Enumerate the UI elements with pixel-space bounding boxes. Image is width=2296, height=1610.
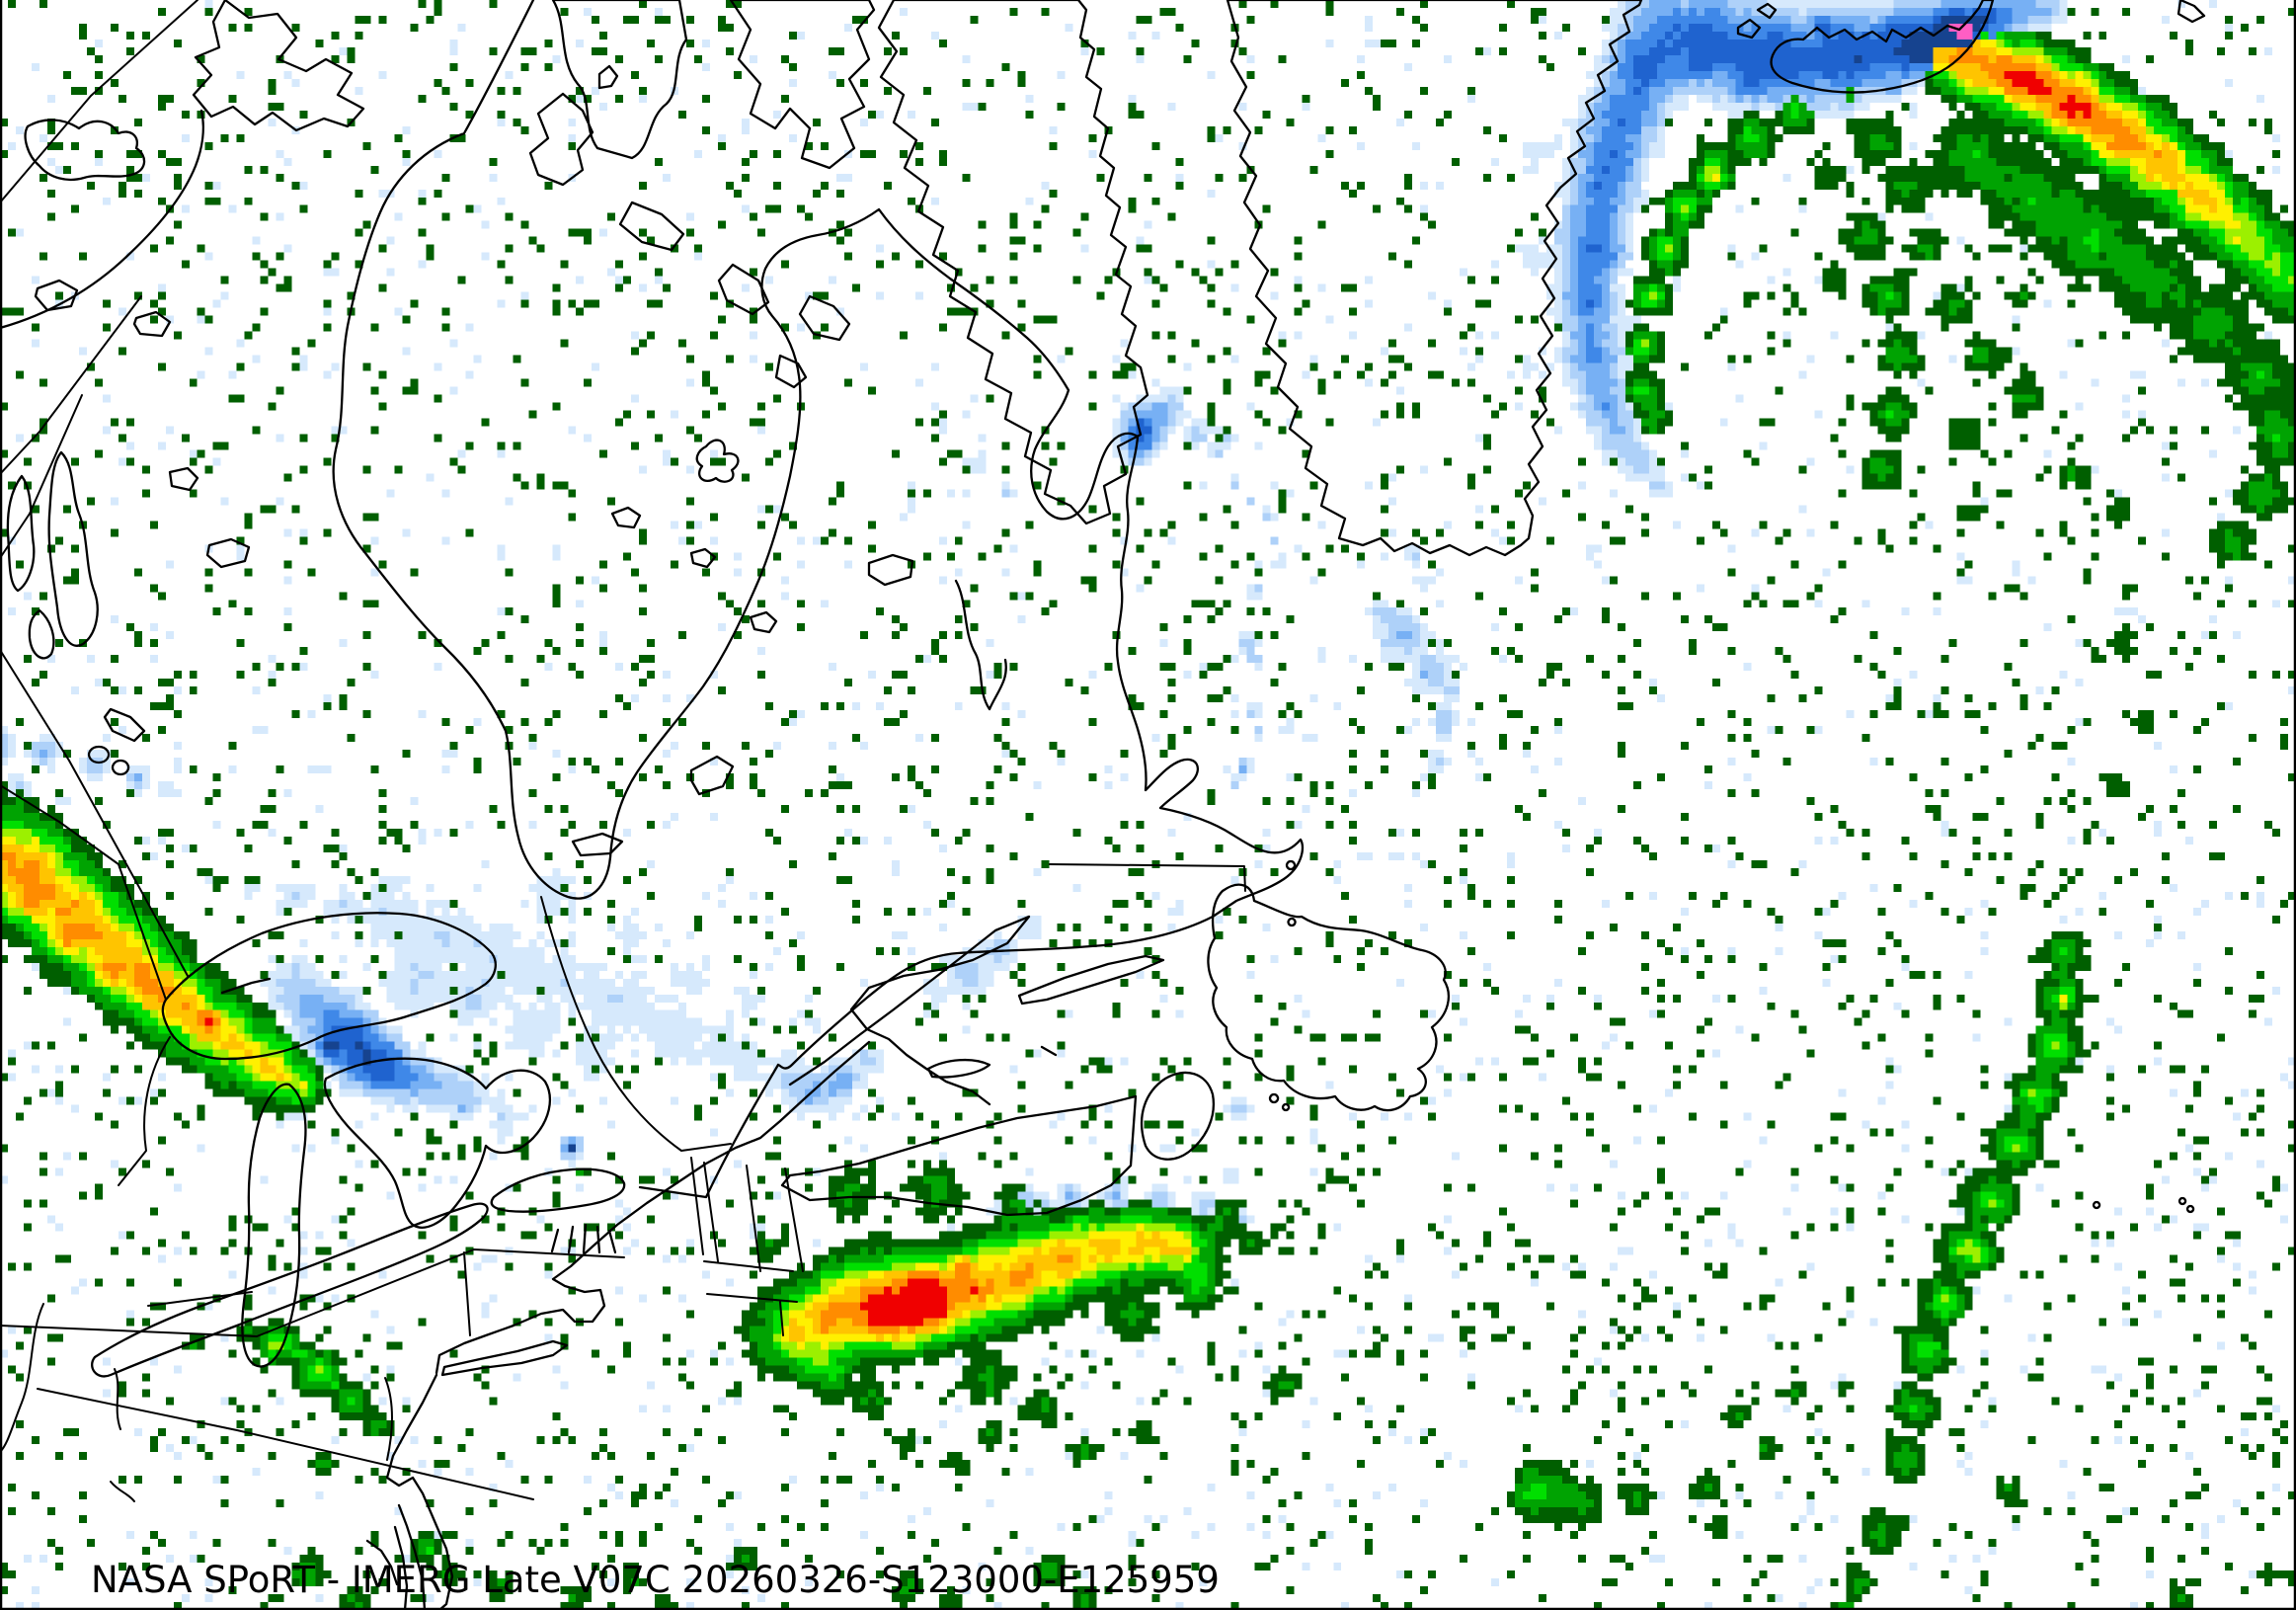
prince-edward-island: [926, 1058, 991, 1079]
iceland-coast: [1736, 0, 2206, 94]
arctic-islands-coast: [192, 0, 365, 132]
lake-huron: [323, 1057, 552, 1229]
southampton-island-coast: [528, 92, 594, 187]
ny-pa-border: [0, 1248, 625, 1337]
hudson-bay-labrador-coast: [332, 0, 1305, 1070]
cape-breton-coast: [1140, 1071, 1215, 1161]
territory-border: [0, 0, 198, 203]
parallel-line: [0, 0, 1539, 463]
lake-manitoba: [28, 608, 55, 660]
small-lakes: [24, 119, 251, 776]
mason-dixon-border: [37, 1388, 534, 1500]
province-border: [0, 394, 83, 559]
chesapeake-bay-coast: [365, 1503, 427, 1610]
parallel-line: [0, 0, 1878, 727]
parallel-line: [1679, 1322, 2296, 1610]
baffin-region-coast: [551, 0, 688, 160]
delaware-river-border: [384, 1377, 393, 1461]
long-island-coast: [440, 1339, 569, 1377]
manitoba-ontario-border: [0, 649, 189, 977]
newfoundland-coast: [1207, 883, 1450, 1112]
anticosti-island: [1017, 954, 1165, 1006]
ungava-rivers: [954, 579, 1007, 711]
belcher-islands: [695, 439, 740, 483]
quebec-lakes: [610, 506, 914, 796]
island-coast: [597, 64, 619, 90]
meridian-line: [1507, 0, 1916, 1610]
nj-delmarva-coast: [385, 1373, 454, 1610]
baffin-region-coast: [729, 0, 876, 170]
lake-superior: [161, 912, 497, 1061]
foxe-islands-coast: [774, 294, 851, 389]
territory-border: [0, 295, 142, 475]
borders: [0, 0, 1246, 1502]
fundy-maine-coast: [435, 1040, 871, 1375]
mainland-coast: [0, 109, 204, 330]
lake-erie: [91, 1202, 489, 1378]
nova-scotia-coast: [780, 1094, 1138, 1217]
mansel-island-coast: [717, 263, 770, 316]
caption-text: NASA SPoRT - IMERG Late V07C 20260326-S1…: [91, 1559, 1220, 1601]
finger-lakes: [550, 1223, 617, 1254]
lake-winnipegosis: [6, 474, 36, 593]
us-canada-border: [0, 784, 167, 1001]
isle-royale: [220, 977, 272, 995]
st-lawrence-river: [638, 1063, 780, 1199]
baffin-island-coast: [877, 0, 1149, 525]
new-england-borders: [690, 1157, 804, 1336]
akimiski-island: [571, 832, 624, 857]
lake-ontario: [490, 1167, 626, 1213]
gaspe-coast: [788, 915, 1031, 1106]
quebec-labrador-border: [1049, 863, 1246, 892]
coastlines: [0, 0, 2206, 1610]
lake-winnipeg: [47, 450, 99, 647]
meridian-line: [0, 0, 57, 84]
lake-michigan: [241, 1083, 307, 1368]
meridian-line: [1927, 0, 2296, 677]
coats-island-coast: [618, 201, 685, 252]
meridian-line: [0, 0, 318, 591]
rivers: [0, 1303, 135, 1502]
small-islands: [1040, 859, 2195, 1214]
ottawa-river-border: [540, 896, 732, 1152]
midwest-borders: [118, 1036, 253, 1307]
greenland-coast: [1226, 0, 1643, 557]
